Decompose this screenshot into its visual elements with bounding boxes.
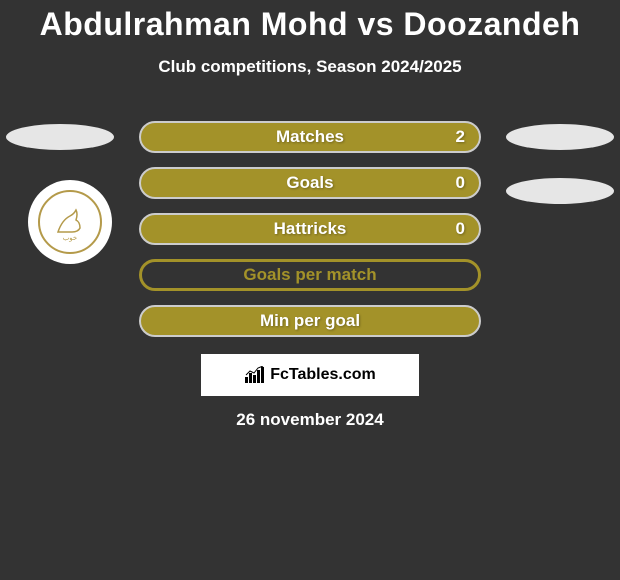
club-badge: خوب: [28, 180, 112, 264]
brand-box: FcTables.com: [201, 354, 419, 396]
bar-matches: Matches 2: [139, 121, 481, 153]
bar-label: Hattricks: [274, 219, 347, 239]
bar-value: 0: [456, 219, 465, 239]
bar-hattricks: Hattricks 0: [139, 213, 481, 245]
subtitle: Club competitions, Season 2024/2025: [0, 57, 620, 77]
stats-bars: Matches 2 Goals 0 Hattricks 0 Goals per …: [139, 121, 481, 351]
bar-min-per-goal: Min per goal: [139, 305, 481, 337]
horse-icon: خوب: [50, 202, 90, 242]
svg-text:خوب: خوب: [63, 235, 78, 242]
bar-goals: Goals 0: [139, 167, 481, 199]
bars-icon: [244, 366, 266, 384]
bar-label: Goals: [286, 173, 333, 193]
bar-value: 2: [456, 127, 465, 147]
date-label: 26 november 2024: [0, 410, 620, 430]
club-badge-inner: خوب: [38, 190, 102, 254]
brand-label: FcTables.com: [270, 366, 376, 384]
page-title: Abdulrahman Mohd vs Doozandeh: [0, 0, 620, 43]
bar-label: Min per goal: [260, 311, 360, 331]
bar-label: Matches: [276, 127, 344, 147]
bar-label: Goals per match: [243, 265, 376, 285]
player-oval-left-1: [6, 124, 114, 150]
player-oval-right-2: [506, 178, 614, 204]
bar-value: 0: [456, 173, 465, 193]
player-oval-right-1: [506, 124, 614, 150]
bar-goals-per-match: Goals per match: [139, 259, 481, 291]
